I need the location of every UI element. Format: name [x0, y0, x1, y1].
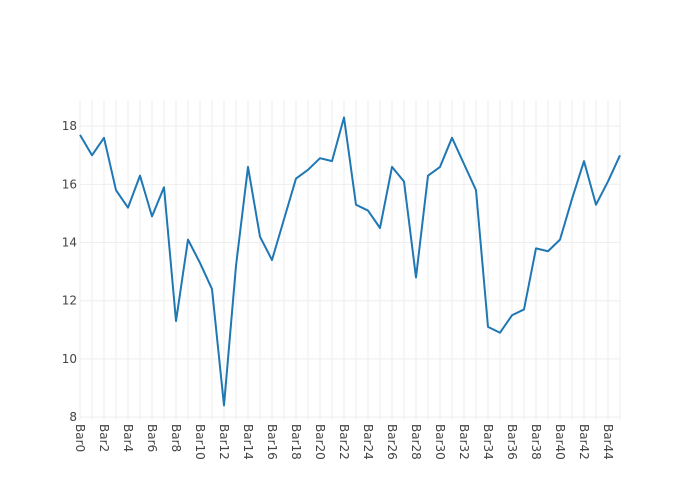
- series-layer: [79, 116, 621, 407]
- x-tick-label: Bar24: [361, 424, 375, 460]
- x-tick-label: Bar0: [73, 424, 87, 452]
- y-tick-label: 12: [62, 294, 77, 308]
- x-tick-label: Bar26: [385, 424, 399, 460]
- y-tick-label: 16: [62, 177, 77, 191]
- x-tick-label: Bar28: [409, 424, 423, 460]
- x-tick-label: Bar32: [457, 424, 471, 460]
- x-tick-label: Bar20: [313, 424, 327, 460]
- x-tick-label: Bar40: [553, 424, 567, 460]
- x-tick-label: Bar6: [145, 424, 159, 452]
- x-tick-label: Bar44: [601, 424, 615, 460]
- x-tick-label: Bar10: [193, 424, 207, 460]
- x-tick-label: Bar16: [265, 424, 279, 460]
- y-tick-label: 10: [62, 352, 77, 366]
- x-tick-label: Bar4: [121, 424, 135, 452]
- x-tick-label: Bar14: [241, 424, 255, 460]
- y-tick-label: 8: [69, 410, 77, 424]
- x-tick-label: Bar34: [481, 424, 495, 460]
- grid: [79, 100, 621, 420]
- x-axis: Bar0 Bar2 Bar4 Bar6 Bar8 Bar10 Bar12 Bar14 Bar16…: [73, 424, 615, 460]
- y-tick-label: 14: [62, 236, 77, 250]
- x-tick-label: Bar30: [433, 424, 447, 460]
- x-tick-label: Bar18: [289, 424, 303, 460]
- y-axis: 8 10 12 14 16 18: [62, 119, 77, 424]
- x-tick-label: Bar22: [337, 424, 351, 460]
- x-tick-label: Bar8: [169, 424, 183, 452]
- x-tick-label: Bar38: [529, 424, 543, 460]
- x-tick-label: Bar36: [505, 424, 519, 460]
- x-tick-label: Bar42: [577, 424, 591, 460]
- y-tick-label: 18: [62, 119, 77, 133]
- series-line: [79, 116, 621, 407]
- x-tick-label: Bar2: [97, 424, 111, 452]
- x-tick-label: Bar12: [217, 424, 231, 460]
